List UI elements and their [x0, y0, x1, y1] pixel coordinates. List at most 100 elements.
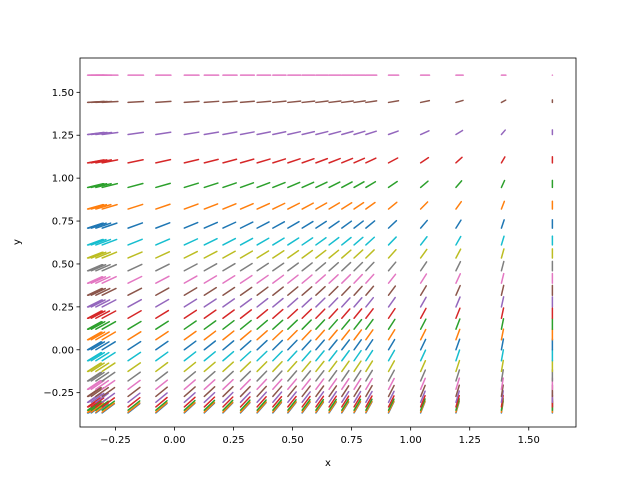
trajectory-segment: [272, 274, 285, 284]
trajectory-segment: [287, 378, 298, 391]
trajectory-segment: [127, 392, 141, 404]
trajectory-segment: [155, 287, 170, 296]
trajectory-segment: [183, 386, 196, 398]
trajectory-segment: [387, 296, 396, 308]
trajectory-segment: [239, 131, 255, 136]
trajectory-segment: [127, 100, 145, 104]
trajectory-segment: [239, 237, 254, 246]
trajectory-segment: [87, 263, 104, 272]
trajectory-segment: [95, 159, 113, 164]
trajectory-segment: [301, 391, 311, 404]
trajectory-segment: [500, 296, 505, 308]
trajectory-segment: [387, 318, 396, 330]
trajectory-segment: [183, 361, 197, 373]
trajectory-segment: [419, 219, 429, 229]
trajectory-segment: [328, 390, 338, 404]
y-tick-label: −0.25: [43, 388, 74, 399]
trajectory-segment: [155, 392, 168, 404]
trajectory-segment: [328, 308, 339, 320]
trajectory-segment: [287, 385, 298, 398]
trajectory-segment: [500, 260, 505, 272]
x-tick-label: 1.50: [518, 435, 540, 446]
trajectory-segment: [183, 396, 196, 408]
trajectory-segment: [500, 349, 505, 362]
trajectory-segment: [90, 371, 105, 382]
trajectory-segment: [365, 180, 377, 189]
trajectory-segment: [287, 286, 299, 296]
trajectory-segment: [155, 401, 168, 413]
trajectory-segment: [155, 100, 172, 104]
trajectory-segment: [183, 131, 200, 136]
trajectory-segment: [203, 275, 218, 284]
trajectory-segment: [341, 349, 350, 362]
trajectory-segment: [183, 100, 200, 104]
trajectory-segment: [239, 319, 252, 330]
trajectory-segment: [365, 390, 373, 404]
trajectory-segment: [222, 391, 234, 404]
trajectory-segment: [328, 297, 339, 308]
trajectory-segment: [455, 390, 461, 404]
trajectory-segment: [127, 251, 143, 259]
trajectory-segment: [272, 329, 284, 341]
trajectory-segment: [455, 99, 464, 104]
trajectory-segment: [127, 263, 143, 272]
trajectory-segment: [365, 395, 373, 408]
trajectory-segment: [183, 238, 199, 246]
trajectory-segment: [272, 319, 284, 330]
trajectory-segment: [341, 297, 351, 308]
trajectory-segment: [203, 351, 216, 362]
trajectory-segment: [341, 400, 350, 413]
trajectory-segment: [239, 158, 255, 164]
trajectory-segment: [365, 296, 375, 308]
trajectory-segment: [341, 308, 351, 320]
trajectory-segment: [387, 130, 399, 136]
trajectory-segment: [455, 369, 461, 382]
trajectory-segment: [183, 275, 198, 284]
trajectory-segment: [272, 262, 285, 272]
trajectory-segment: [287, 237, 300, 246]
trajectory-segment: [419, 369, 427, 382]
trajectory-segment: [353, 400, 362, 413]
trajectory-segment: [272, 370, 283, 382]
trajectory-segment: [256, 286, 269, 296]
trajectory-segment: [272, 350, 283, 362]
trajectory-segment: [256, 385, 268, 398]
trajectory-segment: [387, 338, 396, 351]
trajectory-segment: [301, 308, 313, 320]
trajectory-segment: [203, 182, 219, 189]
y-tick-label: 1.25: [52, 131, 74, 142]
trajectory-segment: [353, 201, 365, 210]
trajectory-segment: [455, 296, 461, 308]
trajectory-segment: [315, 391, 325, 404]
trajectory-segment: [419, 180, 429, 189]
trajectory-segment: [500, 384, 504, 398]
trajectory-segment: [155, 263, 170, 272]
trajectory-segment: [455, 359, 461, 373]
trajectory-segment: [222, 203, 237, 210]
trajectory-segment: [203, 100, 220, 104]
trajectory-segment: [287, 360, 298, 373]
trajectory-segment: [101, 222, 118, 229]
trajectory-segment: [203, 401, 216, 413]
trajectory-segment: [353, 308, 363, 320]
trajectory-segment: [353, 273, 363, 284]
trajectory-segment: [315, 157, 329, 164]
trajectory-segment: [222, 309, 235, 320]
trajectory-segment: [256, 274, 269, 284]
trajectory-segment: [419, 296, 427, 308]
trajectory-segment: [203, 250, 218, 259]
trajectory-segment: [301, 329, 312, 341]
trajectory-segment: [272, 395, 283, 408]
trajectory-segment: [315, 329, 326, 341]
trajectory-segment: [90, 182, 108, 189]
trajectory-segment: [155, 340, 169, 351]
trajectory-segment: [341, 395, 350, 408]
trajectory-segment: [328, 329, 338, 341]
trajectory-segment: [455, 394, 460, 408]
trajectory-segment: [315, 297, 326, 308]
trajectory-segment: [328, 319, 339, 330]
trajectory-segment: [328, 339, 338, 351]
trajectory-segment: [239, 361, 252, 373]
trajectory-segment: [222, 131, 238, 136]
trajectory-segment: [239, 286, 253, 296]
